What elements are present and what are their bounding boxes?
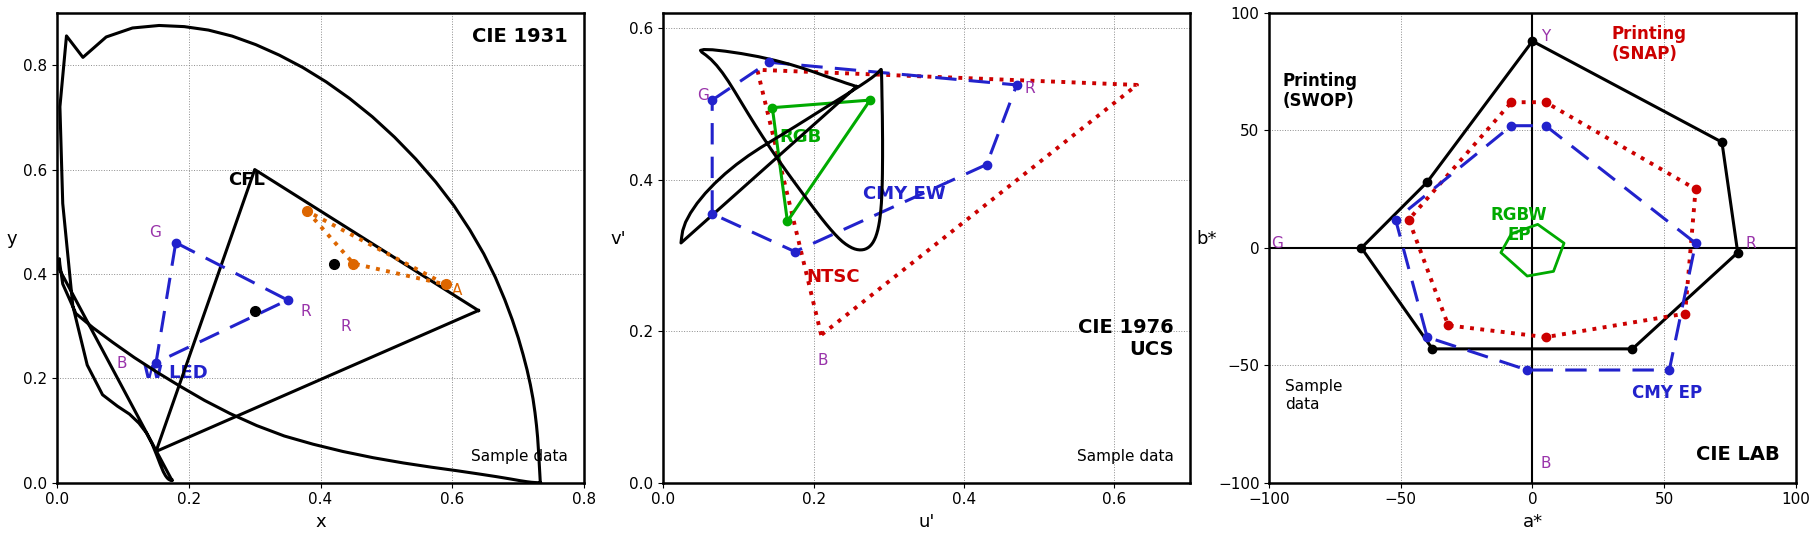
- Text: RGBW
EP: RGBW EP: [1492, 206, 1548, 244]
- Text: CMY EW: CMY EW: [863, 185, 945, 203]
- Text: R: R: [1746, 236, 1757, 251]
- X-axis label: a*: a*: [1523, 513, 1543, 531]
- Y-axis label: b*: b*: [1197, 230, 1217, 248]
- Text: Printing
(SNAP): Printing (SNAP): [1612, 25, 1686, 63]
- Text: G: G: [149, 225, 162, 240]
- Text: R: R: [340, 320, 351, 335]
- Text: G: G: [1272, 236, 1283, 251]
- Text: Sample
data: Sample data: [1285, 379, 1343, 412]
- Text: R: R: [1025, 81, 1036, 96]
- Text: Sample data: Sample data: [1077, 449, 1174, 464]
- Text: A: A: [452, 283, 463, 298]
- Text: B: B: [818, 353, 829, 369]
- Text: CIE 1976
UCS: CIE 1976 UCS: [1077, 318, 1174, 359]
- Y-axis label: y: y: [7, 230, 18, 248]
- Text: CMY EP: CMY EP: [1632, 384, 1703, 402]
- Text: CIE LAB: CIE LAB: [1695, 445, 1781, 464]
- Text: CIE 1931: CIE 1931: [472, 27, 569, 46]
- Text: NTSC: NTSC: [807, 268, 859, 286]
- Text: B: B: [1541, 456, 1552, 471]
- Text: W LED: W LED: [144, 364, 207, 383]
- Text: Y: Y: [1541, 29, 1550, 44]
- X-axis label: u': u': [918, 513, 934, 531]
- Text: B: B: [116, 356, 127, 371]
- Text: Printing
(SWOP): Printing (SWOP): [1283, 72, 1357, 110]
- Text: Sample data: Sample data: [471, 449, 569, 464]
- Text: R: R: [302, 304, 311, 318]
- Y-axis label: v': v': [611, 230, 627, 248]
- Text: CFL: CFL: [229, 171, 265, 189]
- Text: G: G: [698, 88, 709, 103]
- X-axis label: x: x: [314, 513, 325, 531]
- Text: RGB: RGB: [779, 128, 821, 146]
